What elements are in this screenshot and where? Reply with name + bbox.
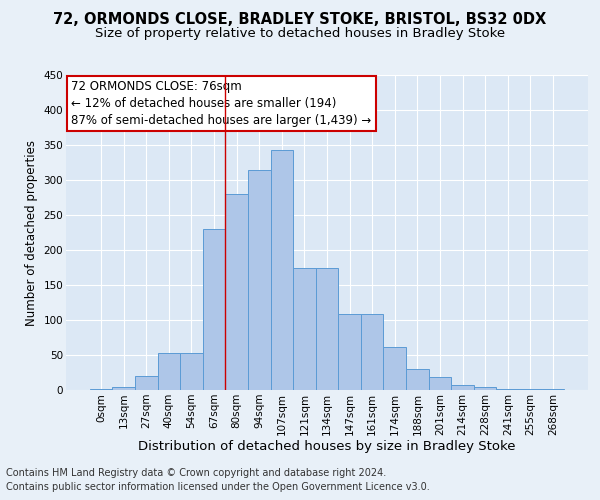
Bar	[293, 268, 316, 390]
Text: Contains public sector information licensed under the Open Government Licence v3: Contains public sector information licen…	[6, 482, 430, 492]
Bar	[158, 353, 180, 390]
Text: Contains HM Land Registry data © Crown copyright and database right 2024.: Contains HM Land Registry data © Crown c…	[6, 468, 386, 477]
Bar	[406, 369, 428, 390]
Bar	[451, 385, 474, 390]
Text: Size of property relative to detached houses in Bradley Stoke: Size of property relative to detached ho…	[95, 28, 505, 40]
Bar	[474, 386, 496, 390]
Text: 72 ORMONDS CLOSE: 76sqm
← 12% of detached houses are smaller (194)
87% of semi-d: 72 ORMONDS CLOSE: 76sqm ← 12% of detache…	[71, 80, 371, 126]
Bar	[203, 229, 226, 390]
Bar	[361, 314, 383, 390]
Bar	[383, 346, 406, 390]
Bar	[135, 376, 158, 390]
Bar	[316, 268, 338, 390]
Bar	[180, 353, 203, 390]
Bar	[271, 150, 293, 390]
Bar	[496, 388, 519, 390]
Bar	[428, 378, 451, 390]
Bar	[226, 194, 248, 390]
X-axis label: Distribution of detached houses by size in Bradley Stoke: Distribution of detached houses by size …	[138, 440, 516, 454]
Text: 72, ORMONDS CLOSE, BRADLEY STOKE, BRISTOL, BS32 0DX: 72, ORMONDS CLOSE, BRADLEY STOKE, BRISTO…	[53, 12, 547, 28]
Bar	[112, 386, 135, 390]
Y-axis label: Number of detached properties: Number of detached properties	[25, 140, 38, 326]
Bar	[338, 314, 361, 390]
Bar	[248, 170, 271, 390]
Bar	[90, 388, 112, 390]
